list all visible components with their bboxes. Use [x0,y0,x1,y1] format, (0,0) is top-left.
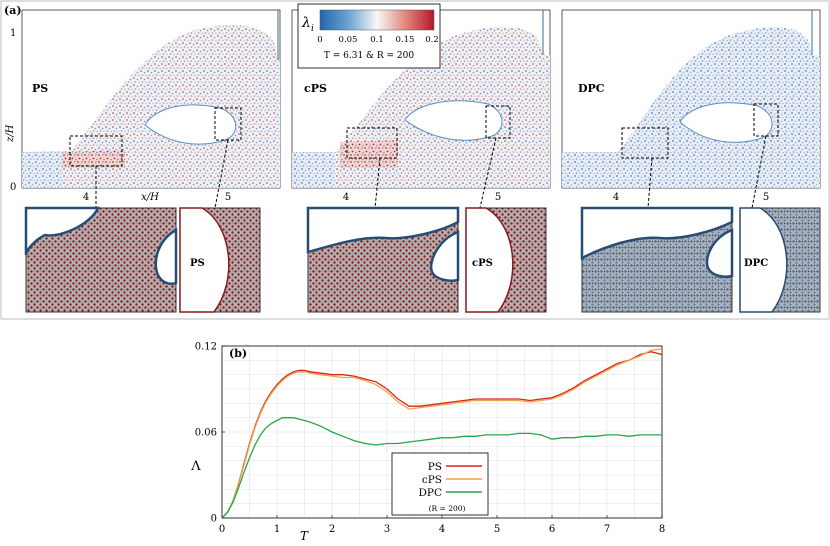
entrapped-air-cavity [404,100,503,141]
zoom-inset-right: DPC [739,207,821,313]
subplot-dpc: DPC 4 5 DPC [561,9,821,313]
zoom-inset-right: PS [179,207,261,313]
x-tick-label: 1 [274,524,280,535]
method-label: cPS [304,82,327,95]
zoom-leader [479,137,497,209]
x-tick-label: 7 [604,524,610,535]
air-void [580,206,734,261]
y-tick-label: 0 [211,514,217,525]
x-tick: 5 [495,192,501,203]
y-tick-label: 0.12 [195,342,217,353]
series-line-dpc [222,417,662,518]
zoom-inset-left [306,206,460,313]
colorbar-gradient [319,9,435,31]
zoom-inset-left [580,206,734,313]
x-tick-label: 5 [494,524,500,535]
method-label: PS [32,82,48,95]
x-tick-label: 3 [384,524,390,535]
legend-label: PS [428,461,442,473]
air-void [705,228,734,278]
subplot-ps: PS 1 0 z/H 4 5 x/H PS [5,9,281,313]
y-axis-label: Λ [190,459,201,474]
zoom-box-left [346,127,398,159]
colorbar-tick: 0.1 [370,35,384,45]
x-tick: 5 [225,192,231,203]
colorbar-symbol: λ [301,15,311,31]
x-tick: 4 [83,192,89,203]
zoom-box-left [621,127,669,159]
zoom-leader [214,139,229,209]
fluid-tank-left [22,152,62,188]
zoom-inset-left [24,206,178,313]
entrapped-air-cavity [144,104,237,145]
x-tick-labels: 0 1 2 3 4 5 6 7 8 [219,515,665,535]
y-tick-labels: 0 0.06 0.12 [195,342,225,525]
legend-box [391,452,489,516]
legend-label: cPS [422,474,442,486]
y-tick: 0 [10,182,16,193]
zoom-box-right [485,105,511,139]
colorbar: λ i 0 0.05 0.1 0.15 0.2 T = 6.31 & R = 2… [297,3,441,69]
panel-b-label: (b) [229,347,247,360]
zoom-inset-right: cPS [465,207,547,313]
panel-a: (a) PS 1 0 z/H 4 5 x/H [0,0,830,320]
x-tick: 4 [343,192,349,203]
air-cavity-zoom [179,207,230,313]
x-axis-label: T [300,529,309,543]
air-void [306,206,460,254]
zoom-label: cPS [472,258,493,269]
colorbar-subscript: i [311,24,314,34]
y-tick: 1 [10,28,16,39]
air-void [24,206,100,256]
panel-a-label: (a) [4,4,22,17]
zoom-leader [374,157,381,209]
zoom-label: DPC [744,258,768,269]
series-lines [222,348,662,518]
x-tick: 5 [763,192,769,203]
x-tick: 4 [613,192,619,203]
x-tick-label: 0 [219,524,225,535]
fluid-region [562,27,820,189]
air-cavity-zoom [739,207,788,313]
panel-a-frame [0,0,830,320]
y-axis-label: z/H [5,124,16,143]
air-void [429,230,460,282]
fluid-jet-impact [62,150,125,168]
air-void [154,227,178,285]
x-tick-label: 2 [329,524,335,535]
air-cavity-zoom [465,207,514,313]
series-line-ps [222,351,662,518]
series-line-cps [222,348,662,518]
x-tick-label: 8 [659,524,665,535]
colorbar-tick: 0.15 [396,35,415,45]
fluid-tank-left [292,152,335,188]
fluid-region [22,25,280,188]
colorbar-tick: 0.05 [339,35,358,45]
colorbar-tick: 0 [317,35,322,45]
zoom-leader [647,157,653,209]
fluid-jet-impact [340,140,398,168]
method-label: DPC [578,82,605,95]
legend-note: (R = 200) [429,504,466,513]
x-tick-label: 4 [439,524,445,535]
entrapped-air-cavity [679,102,773,143]
y-tick-label: 0.06 [195,428,217,439]
colorbar-tick: 0.2 [425,35,439,45]
zoom-label: PS [190,258,205,269]
x-axis-label: x/H [141,192,159,203]
legend-label: DPC [418,487,442,499]
x-tick-label: 6 [549,524,555,535]
colorbar-caption: T = 6.31 & R = 200 [324,51,415,61]
zoom-leader [751,135,767,209]
